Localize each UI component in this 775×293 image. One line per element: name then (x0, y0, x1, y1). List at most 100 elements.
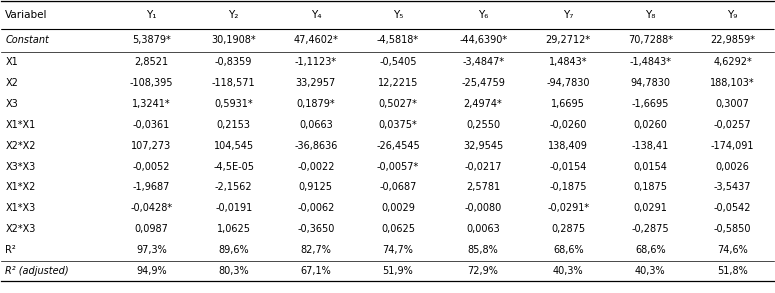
Text: R²: R² (5, 245, 16, 255)
Text: Y₅: Y₅ (393, 10, 403, 20)
Text: 32,9545: 32,9545 (463, 141, 503, 151)
Text: -1,1123*: -1,1123* (294, 57, 337, 67)
Text: -36,8636: -36,8636 (294, 141, 337, 151)
Text: 47,4602*: 47,4602* (294, 35, 338, 45)
Text: -1,6695: -1,6695 (632, 99, 669, 109)
Text: 29,2712*: 29,2712* (546, 35, 591, 45)
Text: 40,3%: 40,3% (635, 266, 666, 276)
Text: -0,5405: -0,5405 (379, 57, 417, 67)
Text: -94,7830: -94,7830 (546, 78, 590, 88)
Text: 94,9%: 94,9% (136, 266, 167, 276)
Text: -0,1875: -0,1875 (549, 183, 587, 193)
Text: 40,3%: 40,3% (553, 266, 584, 276)
Text: 2,4974*: 2,4974* (463, 99, 502, 109)
Text: 0,0260: 0,0260 (633, 120, 667, 130)
Text: X3: X3 (5, 99, 18, 109)
Text: X1*X3: X1*X3 (5, 203, 36, 213)
Text: -25,4759: -25,4759 (461, 78, 505, 88)
Text: X2*X2: X2*X2 (5, 141, 36, 151)
Text: 94,7830: 94,7830 (630, 78, 670, 88)
Text: -0,0542: -0,0542 (714, 203, 751, 213)
Text: -0,0687: -0,0687 (379, 183, 417, 193)
Text: Y₄: Y₄ (311, 10, 321, 20)
Text: -4,5E-05: -4,5E-05 (213, 161, 254, 171)
Text: 1,4843*: 1,4843* (549, 57, 587, 67)
Text: Y₈: Y₈ (645, 10, 656, 20)
Text: 74,6%: 74,6% (717, 245, 748, 255)
Text: 2,5781: 2,5781 (466, 183, 500, 193)
Text: -26,4545: -26,4545 (376, 141, 420, 151)
Text: -3,4847*: -3,4847* (462, 57, 505, 67)
Text: -0,0361: -0,0361 (133, 120, 170, 130)
Text: -138,41: -138,41 (632, 141, 669, 151)
Text: X2: X2 (5, 78, 18, 88)
Text: R² (adjusted): R² (adjusted) (5, 266, 69, 276)
Text: Constant: Constant (5, 35, 49, 45)
Text: 74,7%: 74,7% (383, 245, 413, 255)
Text: 0,5931*: 0,5931* (215, 99, 253, 109)
Text: 1,6695: 1,6695 (551, 99, 585, 109)
Text: -2,1562: -2,1562 (215, 183, 253, 193)
Text: 0,3007: 0,3007 (715, 99, 749, 109)
Text: 30,1908*: 30,1908* (212, 35, 256, 45)
Text: 188,103*: 188,103* (710, 78, 755, 88)
Text: 12,2215: 12,2215 (377, 78, 419, 88)
Text: -3,5437: -3,5437 (714, 183, 751, 193)
Text: 0,0029: 0,0029 (381, 203, 415, 213)
Text: 80,3%: 80,3% (219, 266, 249, 276)
Text: -44,6390*: -44,6390* (459, 35, 507, 45)
Text: -4,5818*: -4,5818* (377, 35, 419, 45)
Text: -0,2875: -0,2875 (632, 224, 669, 234)
Text: 138,409: 138,409 (548, 141, 588, 151)
Text: 5,3879*: 5,3879* (132, 35, 170, 45)
Text: -0,0260: -0,0260 (549, 120, 587, 130)
Text: -0,0022: -0,0022 (297, 161, 335, 171)
Text: 107,273: 107,273 (131, 141, 171, 151)
Text: 0,0291: 0,0291 (633, 203, 667, 213)
Text: Y₆: Y₆ (478, 10, 488, 20)
Text: 0,5027*: 0,5027* (378, 99, 418, 109)
Text: -1,4843*: -1,4843* (629, 57, 671, 67)
Text: 68,6%: 68,6% (635, 245, 666, 255)
Text: 0,0063: 0,0063 (467, 224, 500, 234)
Text: 51,9%: 51,9% (383, 266, 413, 276)
Text: 82,7%: 82,7% (301, 245, 331, 255)
Text: -0,5850: -0,5850 (714, 224, 751, 234)
Text: -118,571: -118,571 (212, 78, 256, 88)
Text: X1*X1: X1*X1 (5, 120, 36, 130)
Text: 0,0625: 0,0625 (381, 224, 415, 234)
Text: Variabel: Variabel (5, 10, 48, 20)
Text: 1,3241*: 1,3241* (133, 99, 170, 109)
Text: -0,0257: -0,0257 (714, 120, 751, 130)
Text: -0,0057*: -0,0057* (377, 161, 419, 171)
Text: 0,9125: 0,9125 (299, 183, 332, 193)
Text: 0,0987: 0,0987 (135, 224, 168, 234)
Text: 0,1875: 0,1875 (633, 183, 667, 193)
Text: -0,0154: -0,0154 (549, 161, 587, 171)
Text: 33,2957: 33,2957 (296, 78, 336, 88)
Text: -0,0062: -0,0062 (297, 203, 335, 213)
Text: 51,8%: 51,8% (717, 266, 748, 276)
Text: Y₉: Y₉ (728, 10, 738, 20)
Text: 0,0154: 0,0154 (633, 161, 667, 171)
Text: 85,8%: 85,8% (467, 245, 498, 255)
Text: -0,0080: -0,0080 (464, 203, 501, 213)
Text: X1*X2: X1*X2 (5, 183, 36, 193)
Text: Y₁: Y₁ (146, 10, 157, 20)
Text: 70,7288*: 70,7288* (628, 35, 673, 45)
Text: Y₂: Y₂ (229, 10, 239, 20)
Text: Y₇: Y₇ (563, 10, 574, 20)
Text: 97,3%: 97,3% (136, 245, 167, 255)
Text: 1,0625: 1,0625 (217, 224, 250, 234)
Text: 0,0026: 0,0026 (715, 161, 749, 171)
Text: -0,0052: -0,0052 (133, 161, 170, 171)
Text: 89,6%: 89,6% (219, 245, 249, 255)
Text: 4,6292*: 4,6292* (713, 57, 752, 67)
Text: -0,0428*: -0,0428* (130, 203, 173, 213)
Text: 104,545: 104,545 (214, 141, 253, 151)
Text: -1,9687: -1,9687 (133, 183, 170, 193)
Text: 0,0375*: 0,0375* (379, 120, 418, 130)
Text: -0,0191: -0,0191 (215, 203, 253, 213)
Text: 22,9859*: 22,9859* (710, 35, 755, 45)
Text: -0,8359: -0,8359 (215, 57, 253, 67)
